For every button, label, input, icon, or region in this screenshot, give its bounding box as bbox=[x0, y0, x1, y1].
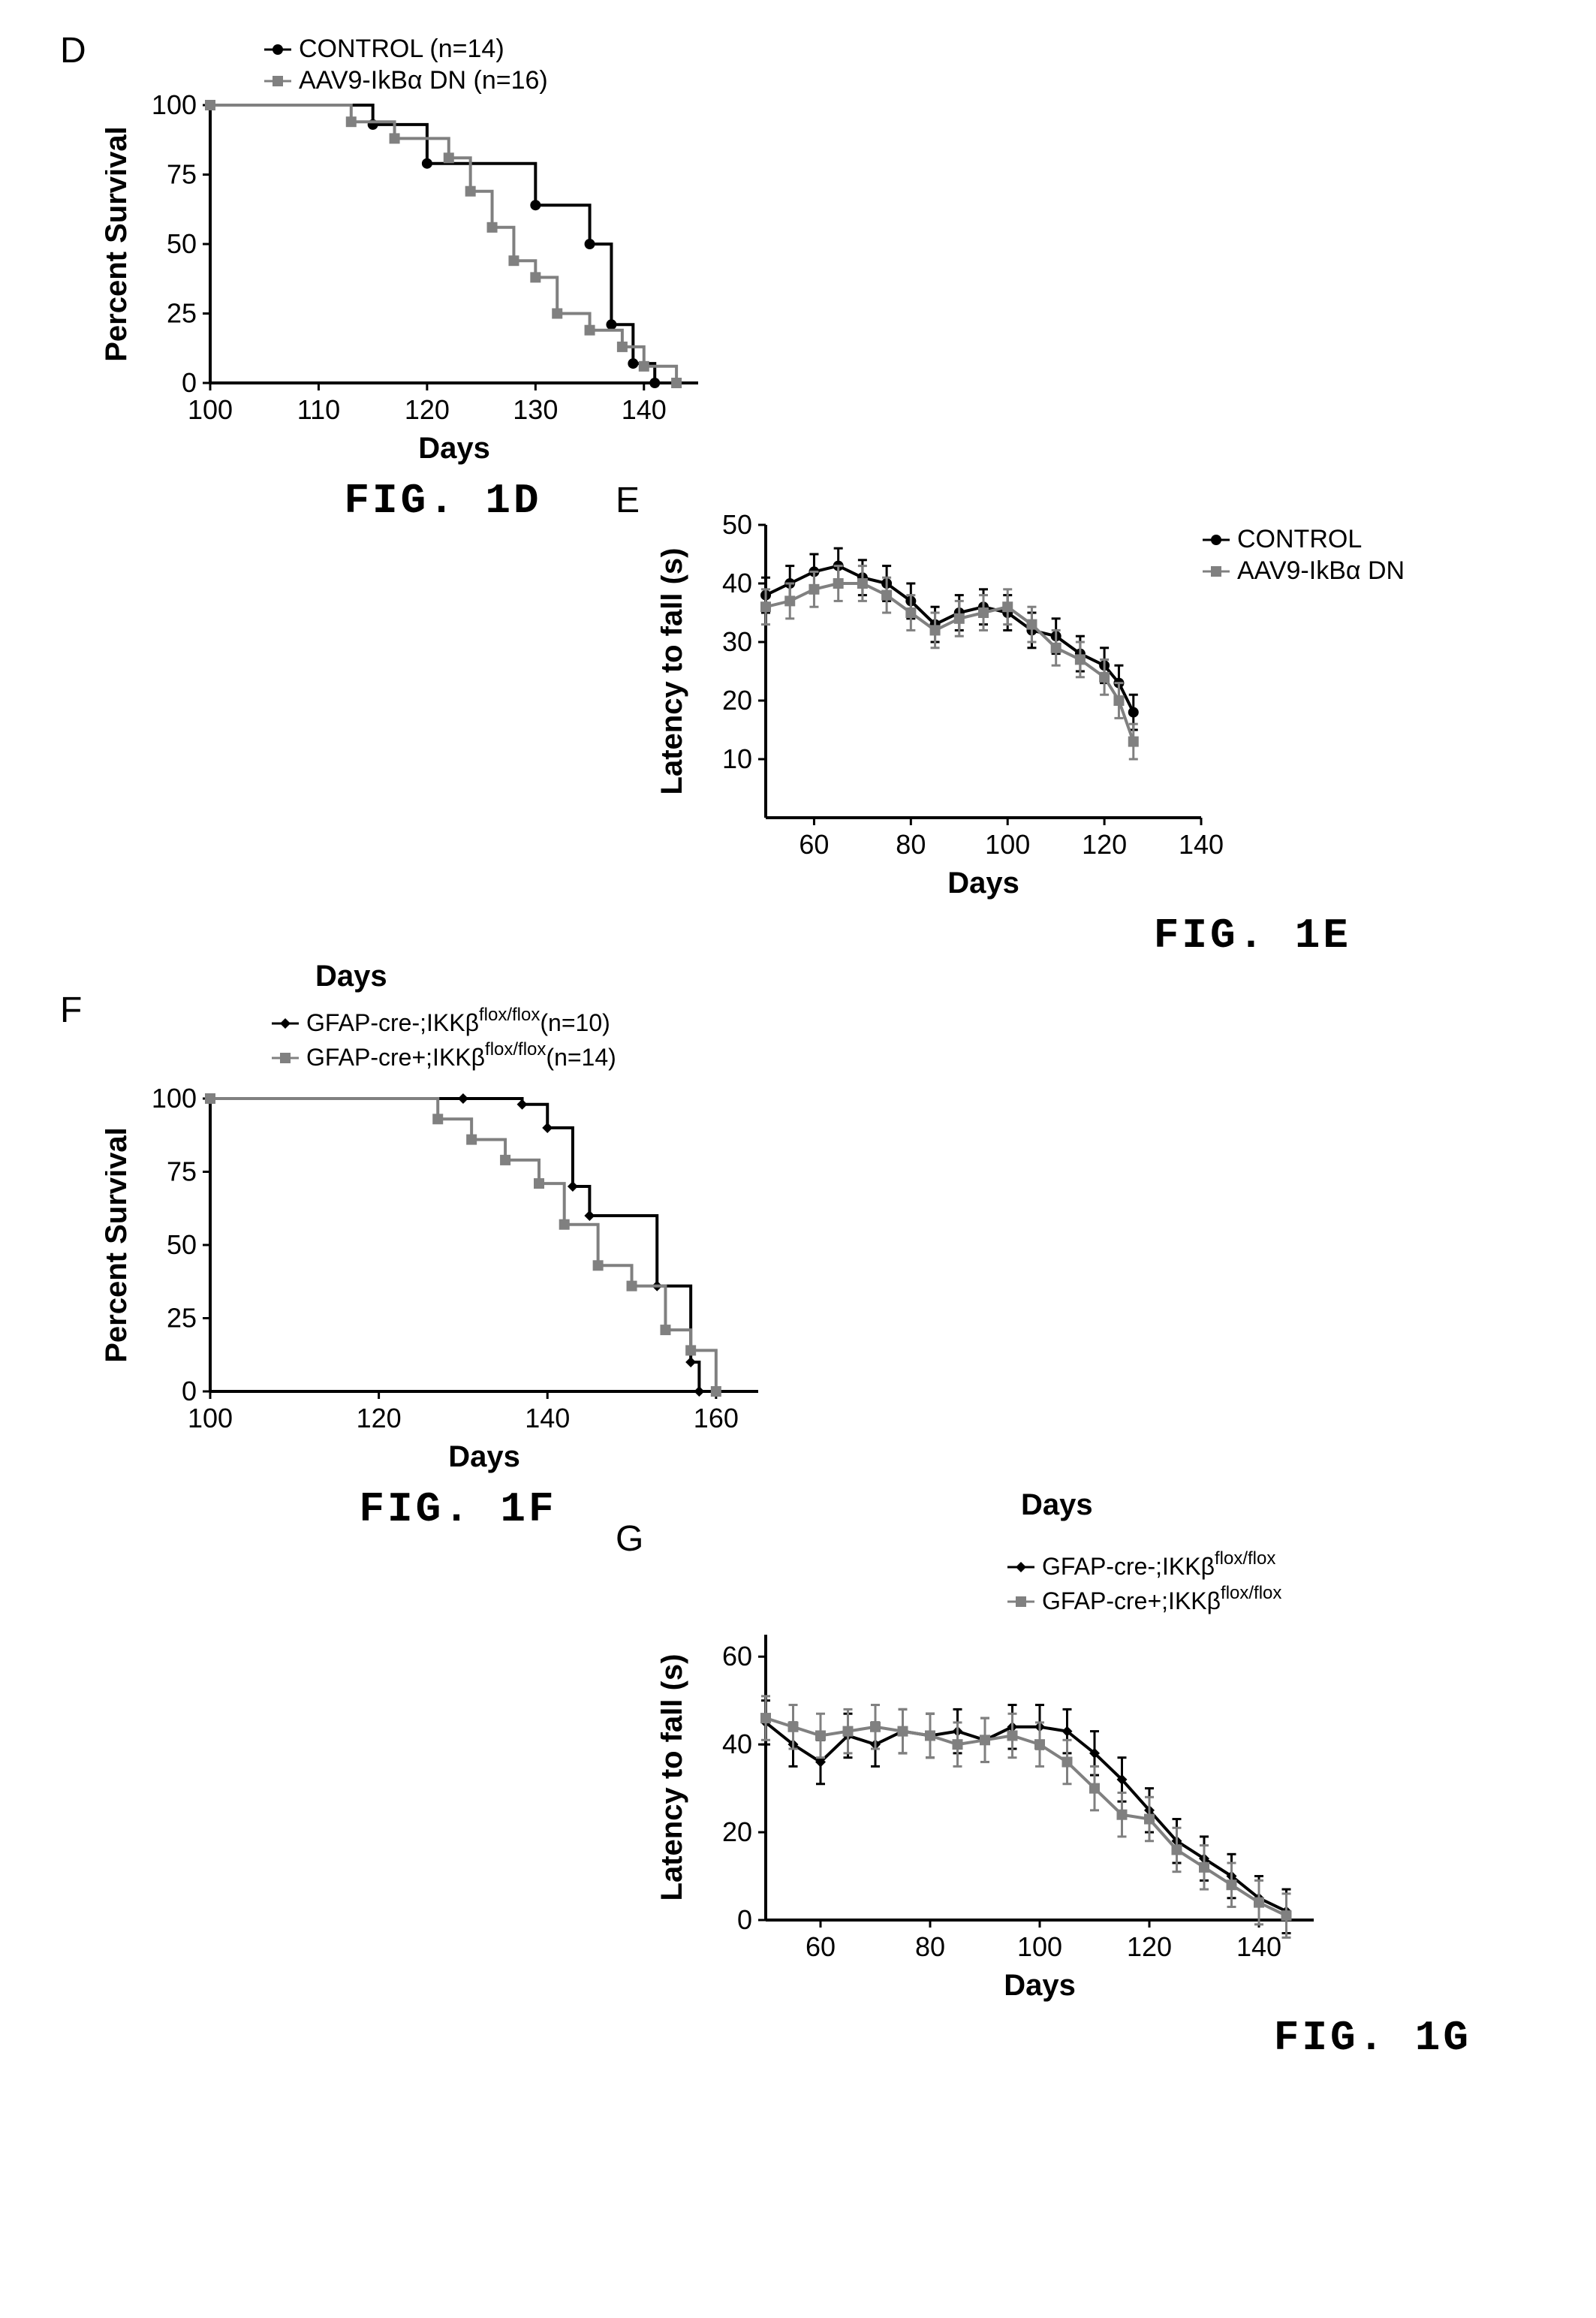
svg-text:140: 140 bbox=[1179, 829, 1224, 860]
svg-text:Days: Days bbox=[1004, 1969, 1076, 2002]
svg-text:120: 120 bbox=[357, 1403, 402, 1433]
svg-text:0: 0 bbox=[182, 1376, 197, 1406]
panel-g: Days G 60 80 100 120 140 0 20 40 60 Days Latency t… bbox=[616, 1488, 1516, 2062]
stray-days-g: Days bbox=[1021, 1488, 1516, 1522]
stray-days-f: Days bbox=[315, 960, 811, 993]
svg-text:40: 40 bbox=[722, 1729, 752, 1759]
svg-text:80: 80 bbox=[915, 1931, 945, 1962]
svg-text:30: 30 bbox=[722, 626, 752, 657]
chart-f-svg: 100 120 140 160 0 25 50 75 100 Days Percent Surviv… bbox=[105, 993, 781, 1474]
svg-text:AAV9-IkBα DN (n=16): AAV9-IkBα DN (n=16) bbox=[299, 66, 548, 95]
panel-d-label: D bbox=[60, 30, 86, 71]
svg-text:100: 100 bbox=[188, 1403, 233, 1433]
svg-text:Percent Survival: Percent Survival bbox=[105, 1127, 133, 1363]
chart-e: 60 80 100 120 140 10 20 30 40 50 Days Latency to fa… bbox=[661, 480, 1441, 904]
svg-text:120: 120 bbox=[405, 394, 450, 425]
svg-text:120: 120 bbox=[1082, 829, 1127, 860]
svg-text:20: 20 bbox=[722, 1816, 752, 1847]
chart-f: 100 120 140 160 0 25 50 75 100 Days Percent Surviv… bbox=[105, 993, 811, 1478]
svg-text:140: 140 bbox=[525, 1403, 570, 1433]
chart-d: 100 110 120 130 140 0 25 50 75 100 Days Percent Sur… bbox=[105, 30, 736, 469]
svg-text:CONTROL: CONTROL bbox=[1237, 525, 1362, 553]
svg-text:0: 0 bbox=[737, 1904, 752, 1935]
svg-text:Days: Days bbox=[947, 867, 1019, 900]
chart-e-svg: 60 80 100 120 140 10 20 30 40 50 Days Latency to fa… bbox=[661, 480, 1411, 900]
svg-text:50: 50 bbox=[167, 1229, 197, 1260]
svg-text:40: 40 bbox=[722, 568, 752, 598]
svg-text:Latency to fall (s): Latency to fall (s) bbox=[661, 1654, 688, 1901]
svg-text:Latency to fall (s): Latency to fall (s) bbox=[661, 548, 688, 795]
svg-text:100: 100 bbox=[152, 1083, 197, 1114]
svg-text:GFAP-cre+;IKKβflox/flox(n=14): GFAP-cre+;IKKβflox/flox(n=14) bbox=[306, 1039, 616, 1071]
caption-g: FIG. 1G bbox=[616, 2014, 1471, 2062]
svg-text:GFAP-cre+;IKKβflox/flox: GFAP-cre+;IKKβflox/flox bbox=[1042, 1583, 1281, 1614]
panel-e-label: E bbox=[616, 480, 640, 521]
panel-f: Days F 100 120 140 160 0 25 50 75 100 Days Percent… bbox=[60, 960, 811, 1533]
svg-text:10: 10 bbox=[722, 743, 752, 774]
svg-text:20: 20 bbox=[722, 685, 752, 716]
svg-text:140: 140 bbox=[1236, 1931, 1281, 1962]
svg-text:100: 100 bbox=[985, 829, 1030, 860]
svg-text:50: 50 bbox=[167, 228, 197, 259]
svg-text:GFAP-cre-;IKKβflox/flox: GFAP-cre-;IKKβflox/flox bbox=[1042, 1548, 1275, 1580]
svg-text:GFAP-cre-;IKKβflox/flox(n=10): GFAP-cre-;IKKβflox/flox(n=10) bbox=[306, 1005, 610, 1036]
svg-text:80: 80 bbox=[896, 829, 926, 860]
svg-text:75: 75 bbox=[167, 1156, 197, 1187]
svg-text:50: 50 bbox=[722, 509, 752, 540]
panel-g-label: G bbox=[616, 1518, 643, 1560]
svg-text:60: 60 bbox=[722, 1641, 752, 1671]
svg-text:25: 25 bbox=[167, 1303, 197, 1334]
svg-text:60: 60 bbox=[799, 829, 829, 860]
svg-text:160: 160 bbox=[694, 1403, 739, 1433]
panel-e: E 60 80 100 120 140 10 20 30 40 50 Days Latency to … bbox=[616, 480, 1441, 960]
svg-text:110: 110 bbox=[297, 394, 340, 425]
svg-text:130: 130 bbox=[513, 394, 558, 425]
svg-text:100: 100 bbox=[152, 89, 197, 120]
svg-text:0: 0 bbox=[182, 367, 197, 398]
svg-text:25: 25 bbox=[167, 298, 197, 329]
panel-f-label: F bbox=[60, 990, 82, 1031]
svg-text:100: 100 bbox=[1017, 1931, 1062, 1962]
chart-g-svg: 60 80 100 120 140 0 20 40 60 Days Latency to fall … bbox=[661, 1522, 1486, 2003]
svg-text:CONTROL (n=14): CONTROL (n=14) bbox=[299, 35, 504, 63]
svg-text:140: 140 bbox=[622, 394, 667, 425]
svg-text:Days: Days bbox=[448, 1440, 520, 1473]
svg-text:100: 100 bbox=[188, 394, 233, 425]
caption-e: FIG. 1E bbox=[616, 912, 1351, 960]
panel-d: D 100 110 120 130 140 0 25 50 75 100 Days Percent S… bbox=[60, 30, 736, 525]
chart-g: 60 80 100 120 140 0 20 40 60 Days Latency to fall … bbox=[661, 1522, 1516, 2006]
svg-text:Days: Days bbox=[418, 432, 490, 465]
svg-text:AAV9-IkBα DN: AAV9-IkBα DN bbox=[1237, 556, 1405, 585]
chart-d-svg: 100 110 120 130 140 0 25 50 75 100 Days Percent Sur… bbox=[105, 30, 721, 466]
svg-text:75: 75 bbox=[167, 159, 197, 190]
svg-text:60: 60 bbox=[806, 1931, 836, 1962]
svg-text:Percent Survival: Percent Survival bbox=[105, 126, 133, 362]
svg-text:120: 120 bbox=[1127, 1931, 1172, 1962]
